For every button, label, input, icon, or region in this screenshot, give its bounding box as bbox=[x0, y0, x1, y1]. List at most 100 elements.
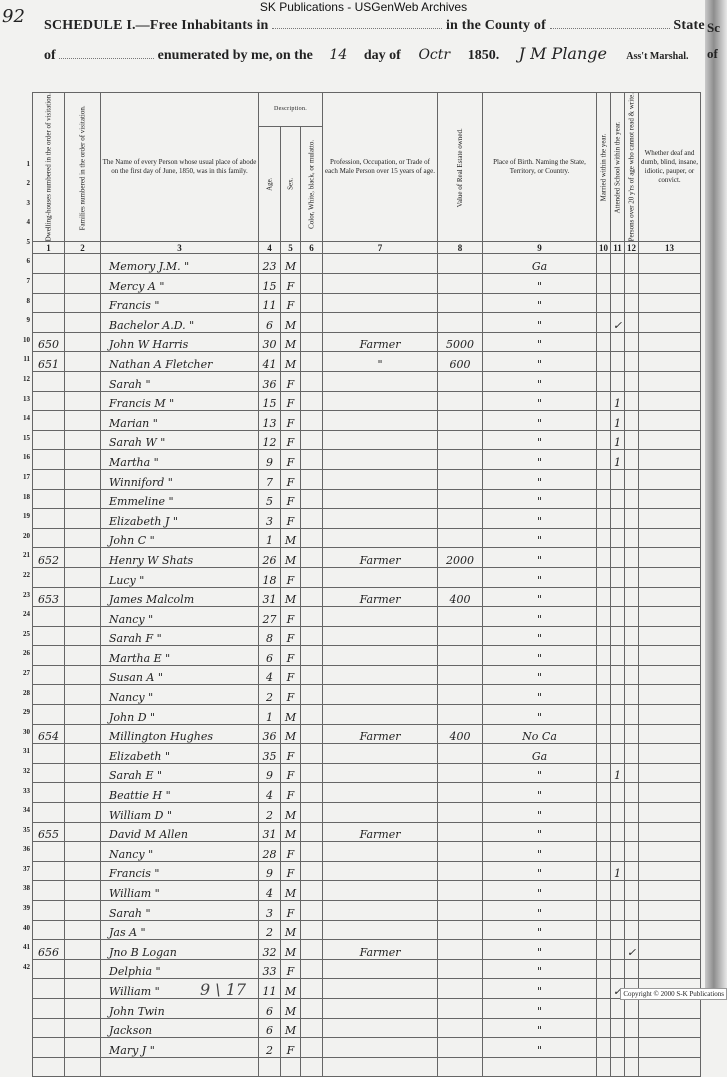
cell-occupation bbox=[322, 488, 439, 510]
cell-name: Sarah W " bbox=[100, 429, 259, 451]
cell-empty bbox=[64, 841, 101, 862]
cell-age: 3 bbox=[258, 900, 281, 921]
cell-empty bbox=[299, 645, 324, 666]
cell-age: 2 bbox=[258, 802, 281, 823]
cell-value bbox=[437, 410, 484, 431]
cell-sex: M bbox=[280, 312, 301, 333]
column-header-13: Whether deaf and dumb, blind, insane, id… bbox=[638, 91, 702, 243]
table-row: Elizabeth J " 3 F " bbox=[32, 508, 702, 529]
cell-birthplace: " bbox=[482, 606, 598, 627]
cell-age: 23 bbox=[258, 253, 281, 275]
cell-illiterate bbox=[624, 508, 640, 529]
cell-occupation bbox=[322, 449, 439, 470]
cell-empty bbox=[596, 743, 612, 764]
cell-occupation: Farmer bbox=[322, 939, 439, 960]
cell-empty bbox=[638, 508, 702, 529]
cell-school bbox=[610, 253, 626, 275]
cell-sex: F bbox=[280, 429, 301, 451]
cell-empty bbox=[299, 782, 324, 804]
cell-illiterate bbox=[624, 704, 640, 725]
cell-value bbox=[437, 1037, 484, 1058]
cell-empty bbox=[638, 880, 702, 902]
cell-occupation bbox=[322, 390, 439, 412]
cell-value bbox=[437, 664, 484, 686]
line-number: 16 bbox=[23, 453, 30, 462]
cell-sex: F bbox=[280, 841, 301, 862]
cell-value bbox=[437, 841, 484, 862]
cell-school bbox=[610, 292, 626, 314]
cell-empty bbox=[64, 978, 101, 999]
cell-empty bbox=[638, 625, 702, 647]
cell-empty bbox=[299, 429, 324, 451]
cell-empty bbox=[596, 1056, 612, 1077]
cell-school bbox=[610, 841, 626, 862]
cell-age: 8 bbox=[258, 625, 281, 647]
table-row: John D " 1 M " bbox=[32, 704, 702, 725]
cell-empty bbox=[64, 273, 101, 294]
cell-occupation bbox=[322, 410, 439, 431]
cell-dwelling: 655 bbox=[32, 821, 65, 843]
cell-age: 27 bbox=[258, 606, 281, 627]
cell-school bbox=[610, 958, 626, 980]
cell-name: Jas A " bbox=[100, 919, 259, 941]
cell-occupation bbox=[322, 645, 439, 666]
line-number: 7 bbox=[26, 277, 31, 286]
table-row: Delphia " 33 F " bbox=[32, 958, 702, 980]
cell-dwelling bbox=[32, 664, 65, 686]
cell-empty bbox=[596, 704, 612, 725]
cell-occupation bbox=[322, 880, 439, 902]
cell-empty bbox=[596, 566, 612, 588]
cell-birthplace: " bbox=[482, 939, 598, 960]
cell-empty bbox=[596, 586, 612, 608]
cell-sex: M bbox=[280, 331, 301, 353]
cell-occupation bbox=[322, 978, 439, 999]
line-number: 22 bbox=[23, 570, 30, 579]
cell-value: 600 bbox=[437, 351, 484, 372]
cell-empty bbox=[596, 312, 612, 333]
cell-school bbox=[610, 939, 626, 960]
line-number: 38 bbox=[23, 884, 30, 893]
cell-birthplace: " bbox=[482, 625, 598, 647]
cell-empty bbox=[64, 429, 101, 451]
line-number: 39 bbox=[23, 904, 30, 913]
cell-school bbox=[610, 1017, 626, 1039]
cell-age: 4 bbox=[258, 880, 281, 902]
cell-value bbox=[437, 860, 484, 882]
cell-illiterate bbox=[624, 997, 640, 1019]
cell-empty bbox=[596, 684, 612, 706]
cell-illiterate bbox=[624, 1037, 640, 1058]
cell-school bbox=[610, 880, 626, 902]
cell-sex: F bbox=[280, 468, 301, 490]
cell-sex: F bbox=[280, 900, 301, 921]
cell-occupation bbox=[322, 429, 439, 451]
marshal-label: Ass't Marshal. bbox=[626, 51, 689, 62]
cell-occupation bbox=[322, 468, 439, 490]
cell-age: 1 bbox=[258, 527, 281, 549]
cell-occupation bbox=[322, 762, 439, 784]
cell-illiterate bbox=[624, 919, 640, 941]
cell-empty bbox=[638, 1037, 702, 1058]
cell-dwelling: 651 bbox=[32, 351, 65, 372]
cell-name: Martha " bbox=[100, 449, 259, 470]
cell-empty bbox=[64, 939, 101, 960]
cell-dwelling bbox=[32, 566, 65, 588]
cell-illiterate bbox=[624, 488, 640, 510]
day-of-label: day of bbox=[363, 48, 401, 63]
cell-sex: F bbox=[280, 645, 301, 666]
cell-value bbox=[437, 292, 484, 314]
cell-age: 33 bbox=[258, 958, 281, 980]
cell-dwelling bbox=[32, 762, 65, 784]
cell-empty bbox=[638, 351, 702, 372]
cell-illiterate bbox=[624, 880, 640, 902]
cell-empty bbox=[638, 547, 702, 568]
column-number: 2 bbox=[64, 241, 101, 255]
line-number: 5 bbox=[26, 237, 31, 246]
cell-birthplace: " bbox=[482, 978, 598, 999]
cell-empty bbox=[299, 939, 324, 960]
cell-illiterate bbox=[624, 664, 640, 686]
cell-dwelling bbox=[32, 880, 65, 902]
cell-empty bbox=[64, 586, 101, 608]
cell-empty bbox=[64, 880, 101, 902]
cell-sex: F bbox=[280, 762, 301, 784]
cell-name: Beattie H " bbox=[100, 782, 259, 804]
